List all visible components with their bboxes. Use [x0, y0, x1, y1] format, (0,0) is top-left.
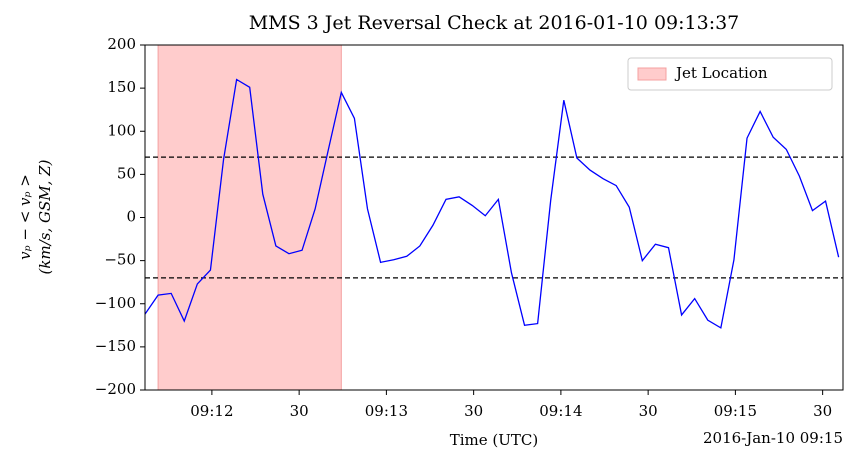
x-tick-label: 30	[464, 402, 483, 420]
y-axis-label: (km/s, GSM, Z)	[36, 159, 54, 274]
y-tick-label: −100	[95, 294, 136, 312]
y-tick-label: 150	[107, 78, 136, 96]
x-offset-label: 2016-Jan-10 09:15	[703, 429, 843, 447]
x-tick-label: 30	[639, 402, 658, 420]
plot-area	[145, 45, 843, 390]
legend-box	[627, 57, 833, 91]
x-axis-label: Time (UTC)	[450, 431, 539, 449]
x-tick-label: 30	[813, 402, 832, 420]
x-tick-label: 09:14	[539, 402, 582, 420]
y-tick-label: 50	[117, 164, 136, 182]
y-tick-label: −150	[95, 337, 136, 355]
chart-title: MMS 3 Jet Reversal Check at 2016-01-10 0…	[249, 12, 740, 34]
jet-span	[157, 45, 342, 390]
x-tick-label: 30	[290, 402, 309, 420]
x-tick-label: 09:15	[714, 402, 757, 420]
y-axis-label: vₚ − < vₚ >	[16, 174, 34, 260]
x-tick-label: 09:13	[365, 402, 408, 420]
x-tick-label: 09:12	[190, 402, 233, 420]
legend-label: Jet Location	[674, 64, 768, 82]
y-tick-label: −50	[104, 251, 136, 269]
data-line	[145, 78, 840, 329]
legend-swatch	[637, 67, 667, 81]
y-tick-label: −200	[95, 380, 136, 398]
y-tick-label: 0	[126, 208, 136, 226]
y-tick-label: 100	[107, 121, 136, 139]
y-tick-label: 200	[107, 35, 136, 53]
